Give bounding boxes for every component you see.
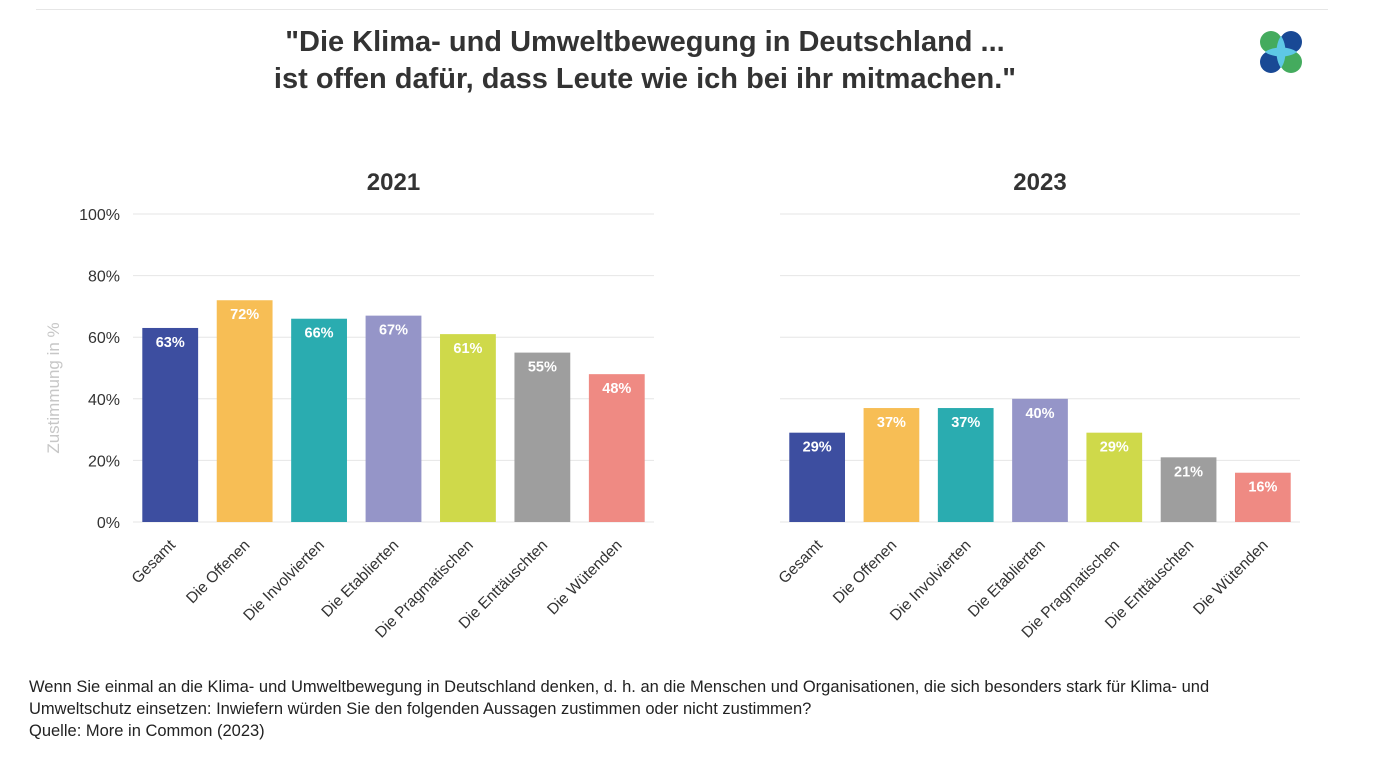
footnote: Wenn Sie einmal an die Klima- und Umwelt… xyxy=(29,676,1349,742)
bar-2023-5 xyxy=(1160,457,1217,522)
bar-2023-6 xyxy=(1235,472,1291,522)
x-tick-label: Die Wütenden xyxy=(1190,537,1271,618)
chart-title: "Die Klima- und Umweltbewegung in Deutsc… xyxy=(140,24,1150,98)
footnote-question-line-1: Wenn Sie einmal an die Klima- und Umwelt… xyxy=(29,678,1210,696)
bar-2021-4 xyxy=(440,334,496,522)
y-tick-label: 20% xyxy=(88,453,120,470)
data-label: 48% xyxy=(602,381,631,397)
more-in-common-logo-icon xyxy=(1260,31,1302,73)
top-divider xyxy=(36,9,1328,10)
bar-2021-5 xyxy=(514,352,571,522)
x-tick-label: Gesamt xyxy=(129,536,180,587)
bar-2021-6 xyxy=(588,374,645,522)
data-label: 63% xyxy=(156,335,185,351)
bar-2023-3 xyxy=(1012,398,1068,522)
bar-2021-2 xyxy=(291,318,347,522)
y-tick-label: 100% xyxy=(79,207,120,224)
bar-charts: 2021 0% 20% 40% 60% 80% 100% Zustimmung in % 63%… xyxy=(44,169,1300,641)
footnote-question-line-2: Umweltschutz einsetzen: Inwiefern würden… xyxy=(29,700,812,718)
data-label: 29% xyxy=(803,440,832,456)
x-tick-label: Die Involvierten xyxy=(887,537,975,625)
data-label: 55% xyxy=(528,360,557,376)
chart-heading-2023: 2023 xyxy=(1013,169,1066,196)
bar-2023-4 xyxy=(1086,432,1143,522)
bar-2023-2 xyxy=(937,408,994,522)
y-tick-label: 0% xyxy=(97,515,120,532)
x-tick-label: Die Wütenden xyxy=(544,537,625,618)
chart-title-line-2: ist offen dafür, dass Leute wie ich bei … xyxy=(273,63,1017,95)
data-label: 72% xyxy=(230,307,259,323)
y-axis-label: Zustimmung in % xyxy=(44,322,63,453)
x-tick-label: Die Offenen xyxy=(183,537,253,607)
bar-2023-1 xyxy=(863,408,920,522)
data-label: 29% xyxy=(1100,440,1129,456)
x-tick-label: Die Etablierten xyxy=(318,537,402,621)
bar-2021-3 xyxy=(365,315,422,522)
chart-title-line-1: "Die Klima- und Umweltbewegung in Deutsc… xyxy=(285,26,1005,58)
footnote-source: Quelle: More in Common (2023) xyxy=(29,722,265,740)
data-label: 16% xyxy=(1248,480,1277,496)
bar-2023-0 xyxy=(789,432,845,522)
chart-2023: 2023 29% Gesamt 37% Die Offenen 37% Die Involv… xyxy=(776,169,1300,641)
data-label: 40% xyxy=(1025,406,1054,422)
bar-2021-1 xyxy=(216,300,273,522)
y-tick-label: 40% xyxy=(88,392,120,409)
data-label: 21% xyxy=(1174,464,1203,480)
data-label: 66% xyxy=(305,326,334,342)
y-tick-label: 80% xyxy=(88,269,120,286)
data-label: 61% xyxy=(453,341,482,357)
bar-2021-0 xyxy=(142,327,199,522)
data-label: 67% xyxy=(379,323,408,339)
chart-2021: 2021 0% 20% 40% 60% 80% 100% Zustimmung in % 63%… xyxy=(44,169,654,641)
chart-heading-2021: 2021 xyxy=(367,169,420,196)
y-tick-label: 60% xyxy=(88,330,120,347)
x-tick-label: Die Offenen xyxy=(830,537,900,607)
data-label: 37% xyxy=(951,415,980,431)
x-tick-label: Gesamt xyxy=(776,536,827,587)
data-label: 37% xyxy=(877,415,906,431)
x-tick-label: Die Involvierten xyxy=(240,537,328,625)
x-tick-label: Die Etablierten xyxy=(965,537,1049,621)
